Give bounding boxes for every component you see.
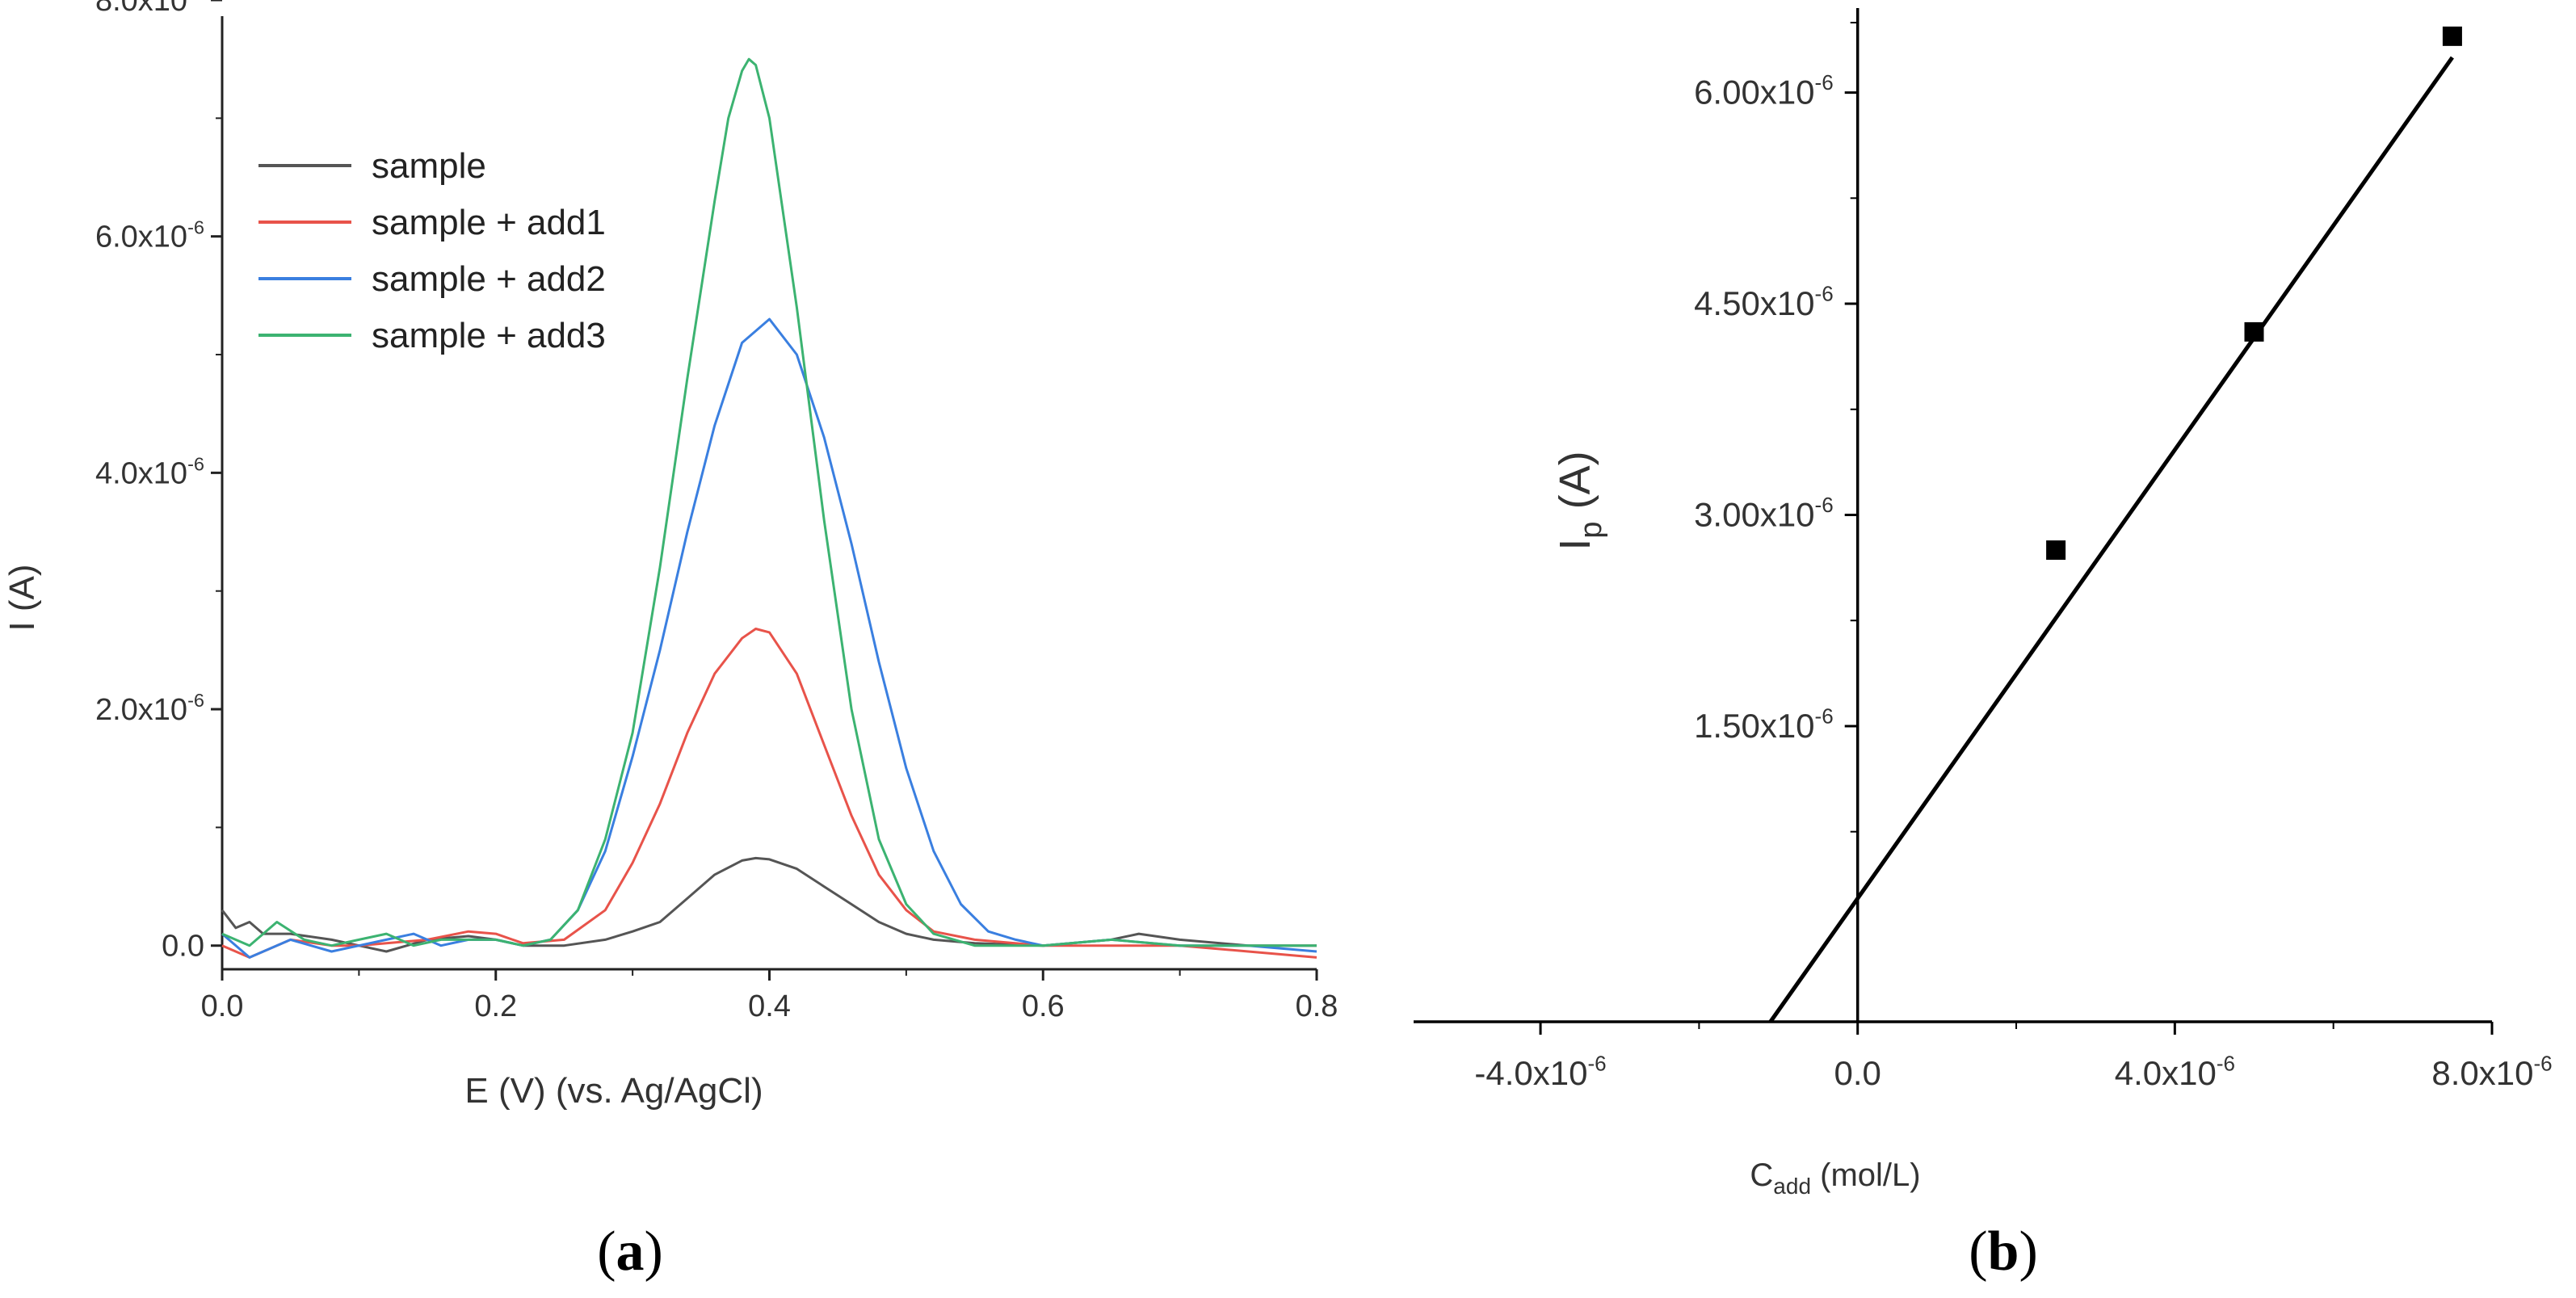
plot-b-x-tick-label-exponent: -6 [1588,1051,1607,1075]
plot-b-y-tick-label: 4.50x10-6 [1694,281,1834,322]
plot-a-x-axis-title: E (V) (vs. Ag/AgCl) [464,1071,763,1111]
panel-label-b-letter: b [1988,1220,2019,1283]
plot-a-y-tick-label-exponent: -6 [187,0,204,2]
data-point [2244,321,2264,342]
plot-b-x-axis-title-rest: (mol/L) [1811,1157,1921,1193]
panel-label-a: (a) [597,1220,663,1283]
plot-b-x-axis-title-sub: add [1773,1174,1811,1199]
plot-b-y-tick-label-exponent: -6 [1815,493,1834,517]
plot-b-x-tick-label-exponent: -6 [2533,1051,2552,1075]
plot-b-y-tick-label-exponent: -6 [1815,704,1834,728]
plot-a-y-tick-label-mantissa: 6.0x10 [95,221,187,254]
plot-b-y-axis-title-sub: p [1574,521,1608,538]
plot-a-y-tick-label-exponent: -6 [187,453,204,474]
panel-label-b: (b) [1969,1220,2038,1283]
plot-a-legend: sample sample + add1 sample + add2 sample +… [258,146,606,355]
plot-b-x-tick-label-mantissa: 8.0x10 [2431,1054,2533,1092]
plot-a-y-tick-label: 4.0x10-6 [95,453,204,490]
plot-a-x-tick-label: 0.0 [201,989,244,1023]
plot-a-y-tick-label-exponent: -6 [187,217,204,238]
plot-b-y-tick-label-exponent: -6 [1815,281,1834,305]
plot-b-x-tick-label-mantissa: 4.0x10 [2115,1054,2217,1092]
plot-a-x-tick-label: 0.8 [1296,989,1338,1023]
plot-b-series [1768,26,2462,1023]
plot-b-y-tick-label: 6.00x10-6 [1694,70,1834,111]
plot-b-x-axis-title-main: C [1750,1157,1773,1193]
plot-a-y-tick-label-mantissa: 8.0x10 [95,0,187,18]
plot-b-y-tick-label: 3.00x10-6 [1694,493,1834,534]
plot-b-x-tick-label: 4.0x10-6 [2115,1051,2235,1092]
plot-b-y-tick-label-mantissa: 1.50x10 [1694,707,1814,745]
panel-label-a-letter: a [616,1220,645,1283]
legend-label: sample + add2 [372,259,606,299]
plot-a-x-tick-label: 0.2 [474,989,517,1023]
plot-a-y-tick-label: 2.0x10-6 [95,690,204,727]
plot-b-x-tick-label: 0.0 [1834,1054,1881,1092]
plot-a-y-tick-label-exponent: -6 [187,690,204,711]
fit-line [1768,56,2454,1023]
plot-b-x-tick-label: 8.0x10-6 [2431,1051,2552,1092]
plot-a-y-tick-label: 8.0x10-6 [95,0,204,18]
plot-b-y-tick-label-mantissa: 6.00x10 [1694,74,1814,111]
series-line-sample-add3 [221,57,1317,947]
plot-b-y-axis-title-rest: (A) [1551,451,1599,521]
plot-a-y-tick-label: 0.0 [162,930,204,964]
data-point [2442,26,2462,46]
plot-a-y-axis-title: I (A) [2,564,42,631]
plot-a-axes: 0.0 0.2 0.4 0.6 0.80.02.0x10-64.0x10-66.0x10… [95,0,1338,1023]
legend-label: sample + add1 [372,203,606,242]
plot-a-x-tick-label: 0.4 [748,989,791,1023]
plot-b-x-tick-label: -4.0x10-6 [1474,1051,1606,1092]
plot-b-y-tick-label-mantissa: 4.50x10 [1694,284,1814,322]
plot-b-y-tick-label-mantissa: 3.00x10 [1694,496,1814,534]
series-line-sample [221,856,1317,953]
series-line-sample-add2 [221,317,1317,959]
plot-b-axes: -4.0x10-6 0.0 4.0x10-6 8.0x10-61.50x10-63.0… [1414,8,2553,1092]
plot-b-x-axis-title: Cadd (mol/L) [1750,1157,1920,1199]
plot-b-y-axis-title-main: I [1551,539,1599,551]
plot-b-x-tick-label-mantissa: -4.0x10 [1474,1054,1587,1092]
plot-a-y-tick-label: 6.0x10-6 [95,217,204,254]
plot-b-y-tick-label: 1.50x10-6 [1694,704,1834,745]
data-point [2046,540,2066,561]
plot-b-y-tick-label-exponent: -6 [1815,70,1834,95]
plot-b-x-tick-label-exponent: -6 [2217,1051,2235,1075]
chart-panel-a: 0.0 0.2 0.4 0.6 0.80.02.0x10-64.0x10-66.0x10… [2,0,1338,1283]
plot-a-y-tick-label-mantissa: 4.0x10 [95,456,187,490]
plot-b-y-axis-title: Ip (A) [1551,451,1608,550]
plot-a-series [221,57,1317,959]
legend-label: sample + add3 [372,316,606,355]
plot-a-y-tick-label-mantissa: 2.0x10 [95,693,187,727]
chart-panel-b: -4.0x10-6 0.0 4.0x10-6 8.0x10-61.50x10-63.0… [1414,8,2553,1283]
series-line-sample-add1 [221,628,1317,959]
legend-label: sample [372,146,486,186]
plot-a-x-tick-label: 0.6 [1022,989,1065,1023]
